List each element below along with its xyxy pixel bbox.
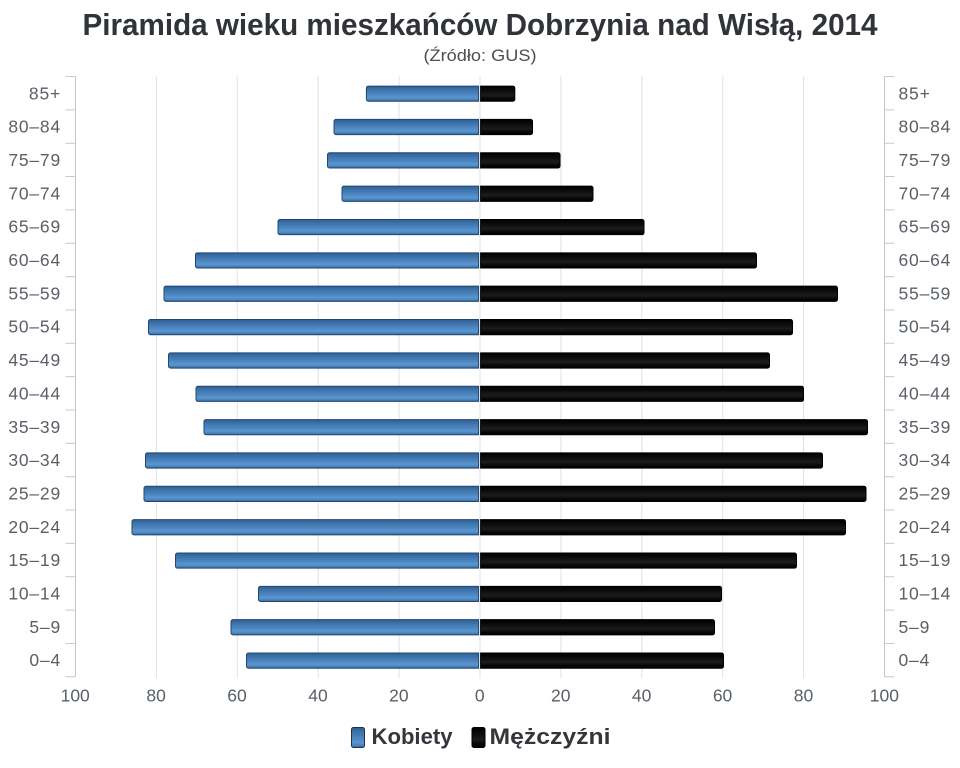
svg-text:65–69: 65–69 <box>8 217 61 237</box>
svg-text:45–49: 45–49 <box>8 350 61 370</box>
svg-text:80–84: 80–84 <box>8 117 61 137</box>
svg-text:70–74: 70–74 <box>8 183 61 203</box>
svg-text:10–14: 10–14 <box>899 584 952 604</box>
svg-text:100: 100 <box>870 686 899 706</box>
svg-text:35–39: 35–39 <box>8 417 61 437</box>
svg-text:40–44: 40–44 <box>899 383 952 403</box>
svg-text:75–79: 75–79 <box>8 150 61 170</box>
svg-text:60: 60 <box>227 686 247 706</box>
svg-text:40: 40 <box>308 686 328 706</box>
svg-text:15–19: 15–19 <box>8 550 61 570</box>
svg-text:55–59: 55–59 <box>899 283 952 303</box>
svg-text:75–79: 75–79 <box>899 150 952 170</box>
svg-text:60–64: 60–64 <box>899 250 952 270</box>
svg-text:20–24: 20–24 <box>8 517 61 537</box>
svg-text:80–84: 80–84 <box>899 117 952 137</box>
svg-text:20: 20 <box>551 686 571 706</box>
svg-text:60: 60 <box>713 686 733 706</box>
svg-text:5–9: 5–9 <box>29 617 61 637</box>
svg-text:65–69: 65–69 <box>899 217 952 237</box>
svg-text:20: 20 <box>389 686 409 706</box>
svg-text:5–9: 5–9 <box>899 617 931 637</box>
svg-text:100: 100 <box>61 686 90 706</box>
svg-text:60–64: 60–64 <box>8 250 61 270</box>
svg-text:70–74: 70–74 <box>899 183 952 203</box>
svg-text:30–34: 30–34 <box>8 450 61 470</box>
svg-text:10–14: 10–14 <box>8 584 61 604</box>
svg-text:15–19: 15–19 <box>899 550 952 570</box>
svg-text:35–39: 35–39 <box>899 417 952 437</box>
svg-text:85+: 85+ <box>899 83 931 103</box>
svg-text:0: 0 <box>475 686 485 706</box>
svg-text:Kobiety: Kobiety <box>372 724 454 749</box>
svg-text:40–44: 40–44 <box>8 383 61 403</box>
svg-text:25–29: 25–29 <box>899 483 952 503</box>
svg-text:50–54: 50–54 <box>899 317 952 337</box>
svg-text:45–49: 45–49 <box>899 350 952 370</box>
svg-text:40: 40 <box>632 686 652 706</box>
svg-text:80: 80 <box>146 686 166 706</box>
svg-text:Piramida wieku mieszkańców Dob: Piramida wieku mieszkańców Dobrzynia nad… <box>83 7 879 42</box>
svg-text:85+: 85+ <box>29 83 61 103</box>
svg-text:20–24: 20–24 <box>899 517 952 537</box>
svg-text:55–59: 55–59 <box>8 283 61 303</box>
svg-text:50–54: 50–54 <box>8 317 61 337</box>
svg-text:0–4: 0–4 <box>29 650 61 670</box>
svg-text:30–34: 30–34 <box>899 450 952 470</box>
svg-text:(Źródło: GUS): (Źródło: GUS) <box>424 46 537 65</box>
svg-text:25–29: 25–29 <box>8 483 61 503</box>
svg-text:Mężczyźni: Mężczyźni <box>490 724 611 749</box>
svg-text:0–4: 0–4 <box>899 650 931 670</box>
svg-text:80: 80 <box>794 686 814 706</box>
